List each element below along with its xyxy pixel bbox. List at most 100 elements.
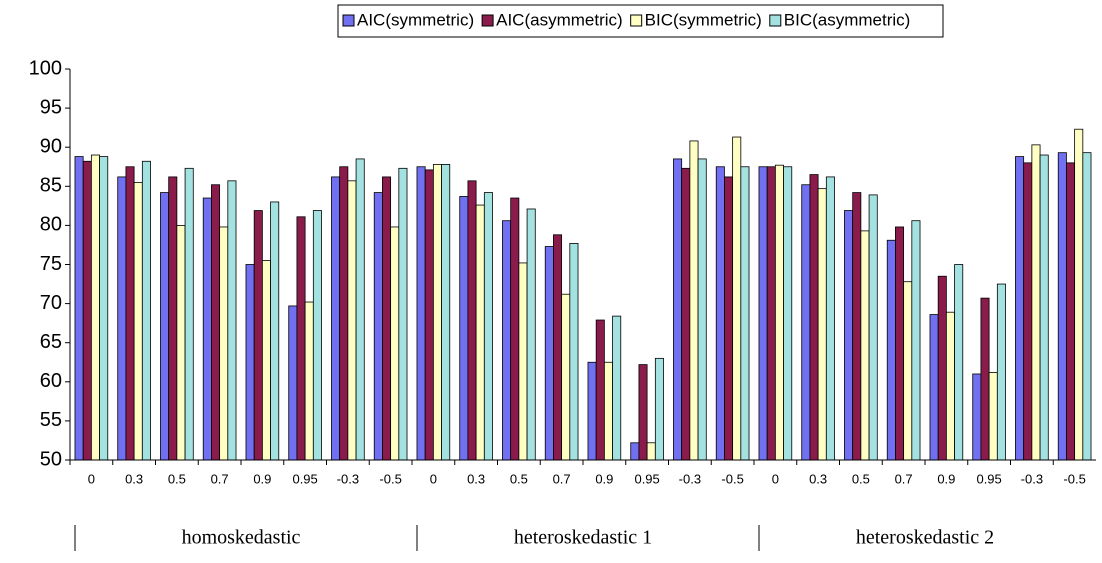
bar [860, 230, 870, 461]
bar [929, 314, 939, 461]
x-tick-label: 0.5 [852, 471, 870, 486]
bar [954, 264, 964, 461]
bar [219, 226, 229, 461]
bar [483, 192, 493, 461]
bar [1057, 152, 1067, 461]
x-tick-label: -0.5 [721, 471, 743, 486]
bar [355, 158, 365, 461]
bar [937, 275, 947, 461]
y-tick-label: 85 [40, 175, 62, 197]
y-tick-label: 80 [40, 214, 62, 236]
bar [852, 192, 862, 461]
bar [1066, 162, 1076, 461]
bar [1082, 152, 1092, 461]
bar [117, 176, 127, 461]
bar [441, 164, 451, 461]
bar [595, 319, 605, 461]
bar [382, 176, 392, 461]
x-tick-label: -0.3 [1021, 471, 1043, 486]
bar [416, 166, 426, 461]
bar [459, 196, 469, 461]
x-tick-label: 0.9 [937, 471, 955, 486]
bar [740, 166, 750, 461]
bar [312, 210, 322, 461]
group-label: heteroskedastic 2 [856, 527, 994, 549]
x-tick-label: 0.7 [211, 471, 229, 486]
x-tick-label: 0.5 [168, 471, 186, 486]
group-label: homoskedastic [182, 527, 301, 549]
bar [424, 169, 434, 461]
bar [518, 262, 528, 461]
bar [475, 204, 485, 461]
bar [1039, 154, 1049, 461]
x-tick-label: 0 [772, 471, 779, 486]
bar [82, 160, 92, 461]
y-tick-label: 95 [40, 96, 62, 118]
x-tick-label: 0.9 [595, 471, 613, 486]
bar [168, 176, 178, 461]
y-tick-label: 60 [40, 370, 62, 392]
bar [510, 197, 520, 461]
bar [184, 167, 194, 461]
bar [176, 224, 186, 461]
bar [603, 361, 613, 461]
y-tick-label: 50 [40, 448, 62, 470]
bar [673, 158, 683, 461]
bar [202, 197, 212, 461]
bar [689, 140, 699, 461]
bar [432, 164, 442, 461]
bar [160, 192, 170, 461]
x-tick-label: 0.3 [467, 471, 485, 486]
legend-swatch [342, 14, 355, 27]
y-tick-label: 55 [40, 409, 62, 431]
bar [467, 180, 477, 461]
x-tick-label: 0 [430, 471, 437, 486]
legend-label: AIC(asymmetric) [496, 10, 623, 29]
bar [502, 220, 512, 461]
legend-swatch [481, 14, 494, 27]
x-tick-label: 0.3 [809, 471, 827, 486]
legend-label: BIC(asymmetric) [784, 10, 911, 29]
bar [526, 208, 536, 461]
bar [911, 220, 921, 461]
y-tick-label: 75 [40, 253, 62, 275]
bar [654, 357, 664, 461]
bar [1031, 144, 1041, 461]
bar [1023, 162, 1033, 461]
bar [561, 293, 571, 461]
bar [347, 180, 357, 461]
x-tick-label: 0.95 [292, 471, 317, 486]
bar [1015, 156, 1025, 461]
bar [630, 442, 640, 461]
x-tick-label: 0.95 [634, 471, 659, 486]
bar [1074, 128, 1084, 461]
bar [544, 246, 554, 461]
bar [90, 154, 100, 461]
x-tick-label: -0.3 [679, 471, 701, 486]
bar [868, 194, 878, 461]
bar [261, 260, 271, 461]
bar [758, 166, 768, 461]
bar [211, 184, 221, 461]
bar [339, 166, 349, 461]
bar [638, 364, 648, 461]
bar [996, 283, 1006, 461]
bar [844, 210, 854, 461]
bar [697, 158, 707, 461]
y-tick-label: 90 [40, 135, 62, 157]
bar [125, 166, 135, 461]
bar [681, 167, 691, 461]
bar [270, 201, 280, 461]
bar [715, 166, 725, 461]
legend-swatch [630, 14, 643, 27]
x-tick-label: -0.3 [337, 471, 359, 486]
bar [646, 442, 656, 461]
bar [296, 216, 306, 461]
bar [817, 188, 827, 461]
bar [972, 373, 982, 461]
x-tick-label: 0.7 [553, 471, 571, 486]
bar [304, 301, 314, 461]
bar [724, 176, 734, 461]
x-tick-label: 0.7 [895, 471, 913, 486]
